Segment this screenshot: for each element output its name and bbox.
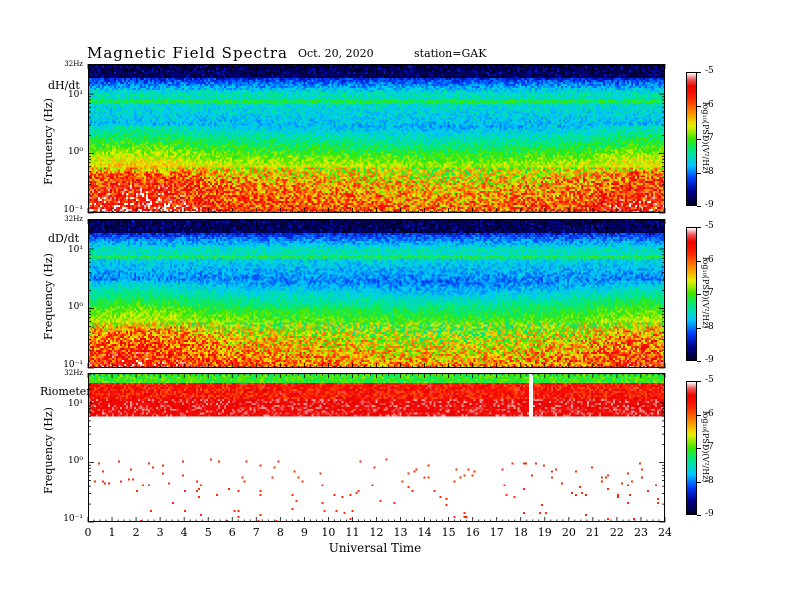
colorbar-tick-label: -7 — [705, 133, 714, 143]
x-tick-label: 6 — [228, 526, 236, 539]
x-tick-label: 14 — [417, 526, 432, 539]
colorbar-tick-mark — [697, 481, 701, 483]
ytick-10-riometer: 10¹ — [67, 399, 83, 409]
colorbar-tick-label: -7 — [705, 442, 714, 452]
colorbar-tick-mark — [697, 139, 701, 140]
x-tick-label: 8 — [276, 526, 284, 539]
x-tick-label: 1 — [108, 526, 116, 539]
x-tick-label: 20 — [561, 526, 576, 539]
x-tick-label: 2 — [132, 526, 140, 539]
chart-date: Oct. 20, 2020 — [298, 47, 374, 60]
x-tick-label: 18 — [513, 526, 528, 539]
x-tick-label: 12 — [369, 526, 384, 539]
x-tick-label: 3 — [156, 526, 164, 539]
spectrogram-dddt — [88, 219, 665, 368]
ytick-01-dddt: 10⁻¹ — [63, 360, 83, 370]
x-tick-label: 24 — [658, 526, 672, 539]
x-tick-label: 23 — [633, 526, 648, 539]
colorbar-label: log₁₀(PSD)(V²/Hz) — [701, 411, 710, 483]
chart-station: station=GAK — [414, 47, 487, 60]
spectrogram-dhdt — [88, 64, 665, 213]
panel-label-dhdt: dH/dt — [48, 79, 80, 92]
x-tick-label: 15 — [441, 526, 456, 539]
colorbar-tick-mark — [697, 414, 701, 416]
colorbar-tick-mark — [697, 327, 701, 329]
colorbar-label: log₁₀(PSD)(V²/Hz) — [701, 257, 710, 329]
colorbar-tick-label: -5 — [705, 66, 714, 76]
colorbar-tick-label: -8 — [705, 321, 714, 332]
ytick-1-dddt: 10⁰ — [67, 302, 83, 312]
x-tick-label: 9 — [300, 526, 308, 539]
ytick-top-dddt: 32Hz — [64, 215, 83, 223]
y-axis-label-dhdt: Frequency (Hz) — [42, 98, 55, 185]
colorbar-tick-label: -6 — [705, 408, 714, 419]
spectrogram-riometer — [88, 373, 665, 522]
panel-label-dddt: dD/dt — [48, 232, 80, 245]
ytick-1-riometer: 10⁰ — [67, 456, 83, 466]
ytick-01-dhdt: 10⁻¹ — [63, 205, 83, 215]
x-tick-label: 4 — [180, 526, 188, 539]
x-tick-label: 17 — [489, 526, 504, 539]
x-tick-label: 22 — [609, 526, 624, 539]
colorbar-tick-mark — [697, 515, 701, 516]
colorbar-tick-label: -9 — [705, 200, 714, 210]
ytick-1-dhdt: 10⁰ — [67, 147, 83, 157]
colorbar-tick-mark — [697, 361, 701, 362]
x-tick-label: 16 — [465, 526, 480, 539]
colorbar-tick-label: -8 — [705, 475, 714, 486]
colorbar-tick-mark — [697, 172, 701, 174]
ytick-top-dhdt: 32Hz — [64, 60, 83, 68]
ytick-top-riometer: 32Hz — [64, 369, 83, 377]
ytick-10-dddt: 10¹ — [67, 245, 83, 255]
colorbar-tick-label: -8 — [705, 166, 714, 177]
x-tick-label: 10 — [321, 526, 336, 539]
x-tick-label: 19 — [537, 526, 552, 539]
chart-title: Magnetic Field Spectra — [87, 44, 288, 62]
colorbar-tick-label: -9 — [705, 355, 714, 365]
x-tick-label: 13 — [393, 526, 408, 539]
colorbar-tick-mark — [697, 260, 701, 262]
ytick-10-dhdt: 10¹ — [67, 90, 83, 100]
colorbar-tick-label: -6 — [705, 99, 714, 110]
colorbar-tick-mark — [697, 294, 701, 295]
panel-label-riometer: Riometer — [40, 385, 92, 398]
colorbar-tick-mark — [697, 105, 701, 107]
colorbar-tick-label: -6 — [705, 254, 714, 265]
ytick-01-riometer: 10⁻¹ — [63, 514, 83, 524]
colorbar-tick-mark — [697, 448, 701, 449]
colorbar-tick-label: -5 — [705, 375, 714, 385]
x-tick-label: 0 — [84, 526, 92, 539]
colorbar-tick-mark — [697, 206, 701, 207]
x-tick-label: 7 — [252, 526, 260, 539]
colorbar-tick-mark — [697, 381, 701, 382]
colorbar-tick-mark — [697, 72, 701, 73]
colorbar-dhdt — [686, 72, 697, 206]
colorbar-tick-mark — [697, 227, 701, 228]
x-axis-title: Universal Time — [328, 541, 422, 555]
colorbar-tick-label: -7 — [705, 288, 714, 298]
colorbar-label: log₁₀(PSD)(V²/Hz) — [701, 102, 710, 174]
x-tick-label: 21 — [585, 526, 600, 539]
colorbar-dddt — [686, 227, 697, 361]
x-tick-label: 5 — [204, 526, 212, 539]
x-tick-label: 11 — [345, 526, 360, 539]
y-axis-label-dddt: Frequency (Hz) — [42, 253, 55, 340]
colorbar-tick-label: -5 — [705, 221, 714, 231]
colorbar-tick-label: -9 — [705, 509, 714, 519]
colorbar-riometer — [686, 381, 697, 515]
y-axis-label-riometer: Frequency (Hz) — [42, 407, 55, 494]
